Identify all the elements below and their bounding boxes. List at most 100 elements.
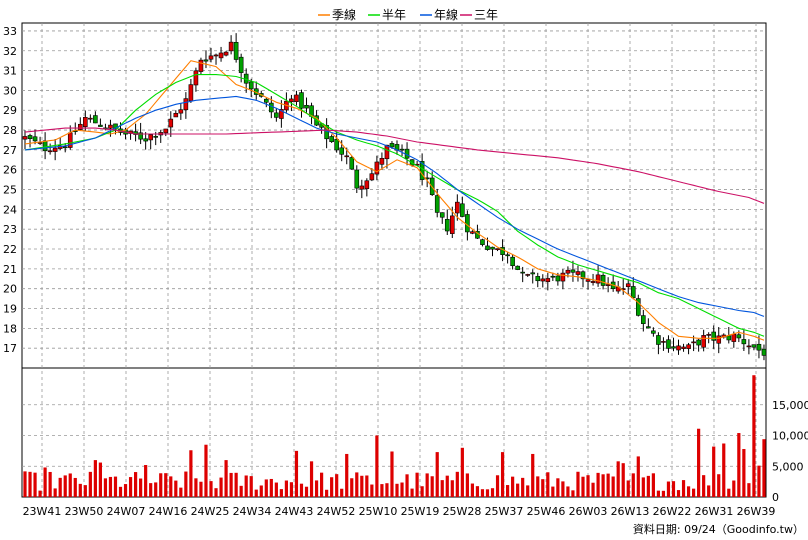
volume-bar: [551, 486, 555, 497]
legend-label-0: 季線: [332, 7, 356, 22]
volume-tick-label: 10,000: [772, 430, 808, 443]
volume-bar: [430, 476, 434, 497]
candle-body: [510, 256, 515, 267]
price-tick-label: 27: [3, 144, 17, 157]
candle-body: [716, 335, 722, 344]
candle-body: [334, 138, 339, 151]
candle-body: [570, 269, 576, 273]
price-tick-label: 24: [3, 203, 17, 216]
volume-bar: [616, 461, 620, 497]
volume-bar: [360, 475, 364, 497]
candle-body: [238, 56, 244, 73]
volume-bar: [38, 490, 42, 497]
volume-bar: [63, 475, 67, 497]
candle-body: [590, 281, 596, 283]
volume-bar: [345, 453, 349, 497]
candle-body: [505, 254, 510, 257]
price-tick-label: 18: [3, 322, 17, 335]
candle-body: [178, 109, 184, 114]
volume-bar: [661, 490, 666, 497]
candle-body: [218, 52, 224, 59]
grid-lines: [22, 23, 766, 497]
volume-bar: [53, 488, 57, 497]
volume-bar: [435, 452, 439, 497]
volume-bar: [325, 489, 329, 497]
volume-bar: [108, 476, 113, 497]
candle-body: [439, 212, 445, 218]
x-tick-label: 24W43: [275, 505, 314, 518]
x-tick-label: 24W34: [233, 505, 272, 518]
candle-body: [671, 346, 676, 349]
volume-bar: [179, 487, 183, 497]
volume-bar: [646, 475, 650, 497]
volume-bar: [460, 447, 464, 497]
candle-body: [485, 245, 490, 250]
candle-body: [656, 335, 661, 345]
candle-body: [585, 279, 591, 282]
candle-body: [595, 274, 601, 284]
volume-bar: [762, 439, 766, 497]
legend-label-3: 三年: [474, 8, 498, 22]
volume-bar: [727, 488, 731, 497]
price-tick-label: 20: [3, 283, 17, 296]
volume-bar: [184, 471, 188, 497]
volume-bar: [73, 477, 77, 497]
candle-body: [560, 272, 566, 282]
x-tick-label: 24W25: [191, 505, 230, 518]
candle-body: [550, 275, 556, 278]
volume-bar: [304, 486, 309, 497]
candle-body: [741, 339, 747, 345]
price-tick-label: 29: [3, 104, 17, 117]
candle-body: [480, 239, 485, 245]
candle-body: [661, 341, 666, 343]
price-tick-label: 28: [3, 124, 17, 137]
candle-body: [711, 331, 717, 341]
volume-bar: [465, 473, 469, 497]
candle-body: [88, 117, 93, 120]
volume-bar: [370, 484, 374, 497]
volume-bar: [144, 465, 148, 497]
ma-line-2: [24, 95, 765, 317]
volume-bar: [415, 472, 419, 497]
candle-body: [329, 136, 334, 143]
volume-bar: [636, 456, 640, 497]
candle-body: [299, 92, 304, 109]
volume-bar: [485, 489, 490, 497]
candle-body: [153, 136, 159, 138]
volume-bar: [686, 486, 691, 497]
volume-bar: [511, 476, 515, 497]
candle-body: [600, 274, 606, 286]
volume-bar: [259, 485, 263, 497]
candle-body: [379, 157, 385, 165]
candle-body: [344, 155, 350, 158]
volume-bar: [365, 475, 369, 497]
candle-body: [746, 345, 752, 348]
volume-bar: [169, 476, 173, 497]
volume-bar: [48, 471, 52, 497]
volume-bar: [164, 473, 168, 497]
candle-body: [108, 124, 113, 129]
candle-body: [203, 59, 209, 62]
x-tick-label: 25W37: [485, 505, 524, 518]
volume-bar: [380, 484, 384, 497]
volume-bar: [400, 482, 404, 497]
candle-body: [269, 102, 274, 113]
candle-body: [434, 195, 440, 213]
candle-body: [530, 272, 536, 275]
candle-body: [208, 55, 214, 60]
volume-bar: [113, 476, 118, 497]
x-tick-label: 26W13: [611, 505, 650, 518]
candle-body: [545, 278, 551, 282]
candle-body: [233, 42, 239, 60]
candle-body: [399, 148, 405, 151]
volume-bar: [425, 473, 429, 497]
candle-body: [32, 136, 38, 142]
candle-body: [666, 339, 671, 349]
volume-bar: [405, 474, 409, 497]
candle-body: [384, 144, 390, 160]
candle-body: [62, 146, 68, 149]
candle-body: [113, 123, 118, 130]
candle-body: [525, 274, 531, 276]
volume-bar: [93, 460, 97, 497]
volume-bar: [264, 479, 268, 497]
